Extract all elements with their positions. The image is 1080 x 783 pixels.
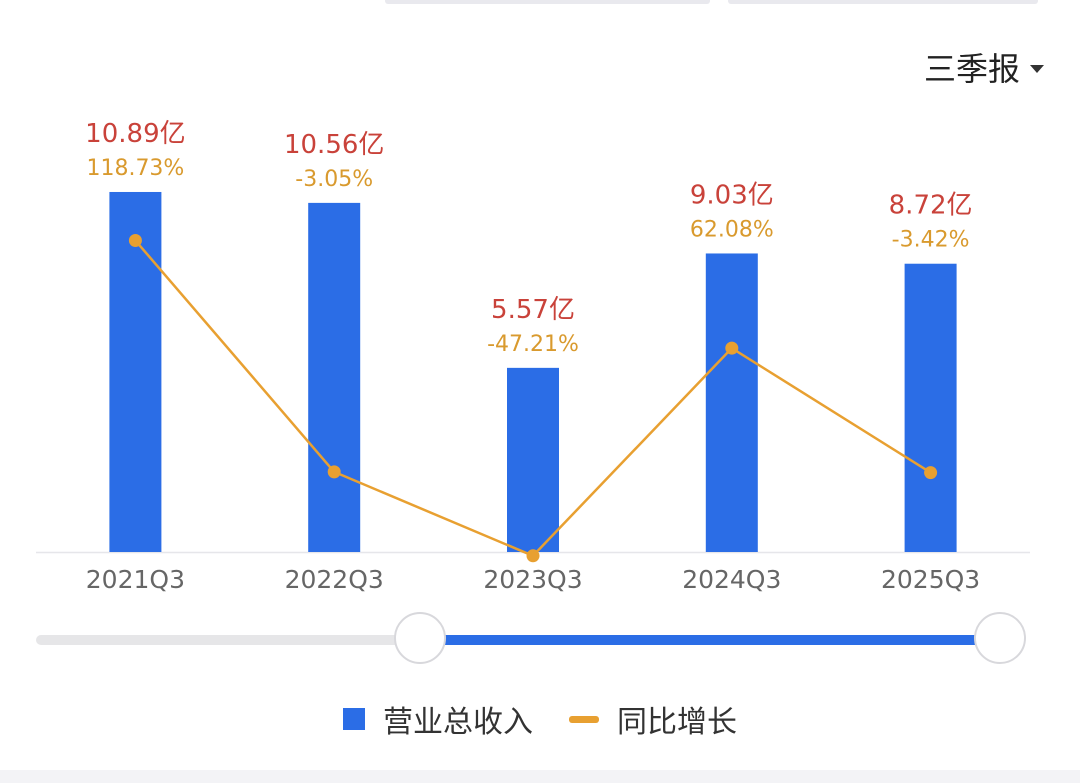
- revenue-value-label: 10.56亿: [284, 130, 384, 160]
- legend-bar-swatch: [343, 708, 365, 730]
- legend-growth-label: 同比增长: [617, 705, 737, 740]
- growth-value-label: 118.73%: [86, 156, 184, 181]
- growth-point: [327, 465, 341, 479]
- growth-value-label: 62.08%: [690, 217, 774, 242]
- growth-value-label: -3.42%: [892, 228, 970, 253]
- revenue-value-label: 8.72亿: [889, 191, 973, 221]
- legend-line-swatch: [569, 715, 599, 723]
- x-tick-label: 2024Q3: [682, 565, 781, 594]
- revenue-value-label: 10.89亿: [85, 119, 185, 149]
- revenue-bar[interactable]: [109, 191, 162, 552]
- legend-item-growth[interactable]: 同比增长: [569, 697, 737, 741]
- legend-item-revenue[interactable]: 营业总收入: [343, 697, 533, 741]
- x-tick-label: 2021Q3: [86, 565, 185, 594]
- range-slider[interactable]: [36, 612, 1048, 668]
- growth-point: [128, 234, 142, 248]
- revenue-bar[interactable]: [904, 263, 957, 552]
- x-tick-label: 2025Q3: [881, 565, 980, 594]
- slider-end-handle[interactable]: [974, 612, 1027, 664]
- growth-point: [725, 341, 739, 355]
- x-tick-label: 2023Q3: [483, 565, 582, 594]
- revenue-value-label: 5.57亿: [491, 295, 575, 325]
- legend-revenue-label: 营业总收入: [383, 705, 533, 740]
- revenue-bar[interactable]: [507, 367, 559, 552]
- growth-value-label: -3.05%: [295, 167, 373, 192]
- revenue-value-label: 9.03亿: [690, 180, 774, 210]
- revenue-growth-chart: 10.89亿 118.73% 10.56亿 -3.05% 5.57亿 -47.21% 9.0…: [36, 119, 1030, 594]
- bottom-divider: [0, 770, 1080, 783]
- x-tick-label: 2022Q3: [285, 565, 384, 594]
- slider-selected-range: [419, 635, 1001, 645]
- top-tab-strip-left: [385, 0, 710, 4]
- period-dropdown[interactable]: 三季报: [924, 44, 1044, 90]
- growth-point: [924, 466, 938, 480]
- growth-point: [526, 549, 540, 563]
- revenue-bar[interactable]: [705, 253, 758, 552]
- period-dropdown-label: 三季报: [923, 50, 1020, 88]
- legend: 营业总收入 同比增长: [0, 694, 1080, 744]
- growth-value-label: -47.21%: [487, 332, 579, 357]
- caret-down-icon: [1030, 65, 1044, 73]
- slider-start-handle[interactable]: [393, 612, 446, 664]
- top-tab-strip-right: [728, 0, 1038, 4]
- revenue-bar[interactable]: [308, 202, 361, 552]
